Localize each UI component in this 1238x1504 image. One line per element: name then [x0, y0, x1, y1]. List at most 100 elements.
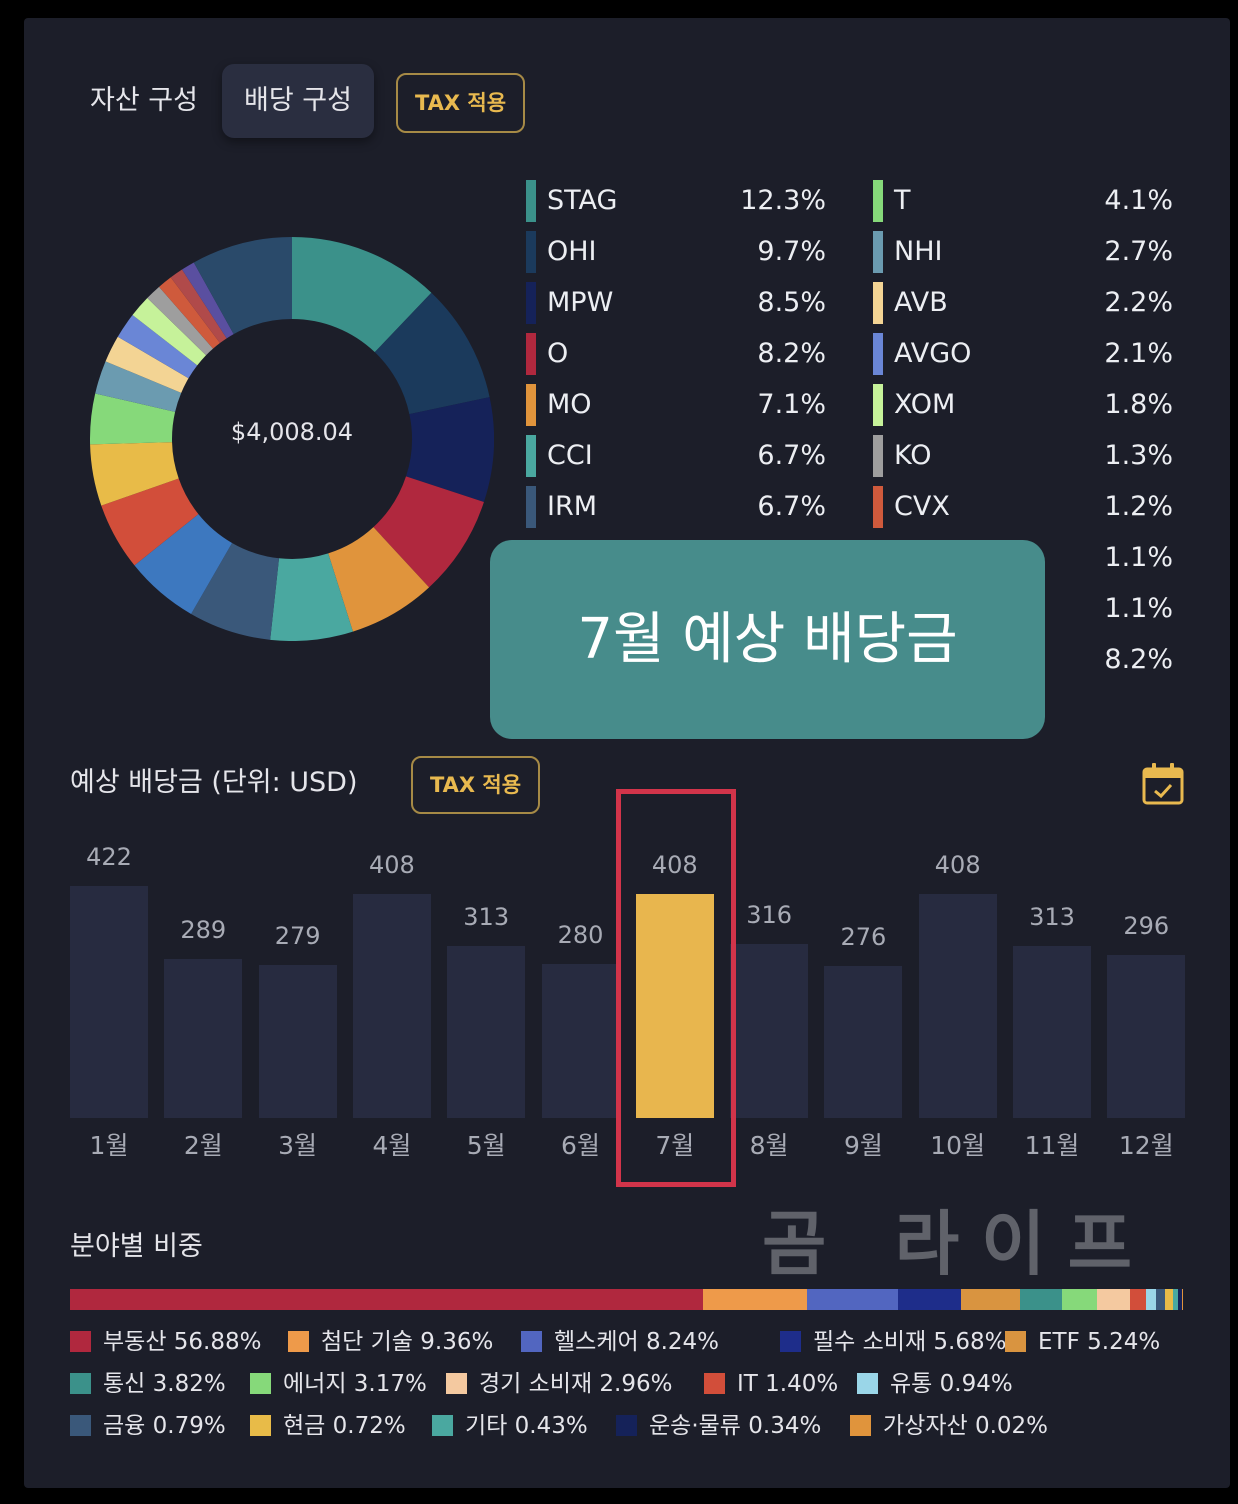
legend-percent: 2.2%	[1104, 287, 1173, 318]
bar-2월[interactable]	[164, 959, 243, 1118]
sector-color-swatch	[446, 1373, 467, 1394]
sector-segment	[1165, 1289, 1174, 1310]
month-label: 12월	[1118, 1131, 1174, 1160]
legend-color-swatch	[873, 384, 883, 426]
bar-12월[interactable]	[1107, 955, 1186, 1118]
donut-slice-mo[interactable]	[328, 527, 430, 632]
bar-value-label: 422	[86, 843, 132, 871]
donut-slice[interactable]	[101, 478, 199, 566]
bar-4월[interactable]	[352, 893, 431, 1118]
sector-segment	[1173, 1289, 1178, 1310]
legend-color-swatch	[526, 435, 536, 477]
legend-item-ko: KO 1.3%	[873, 435, 1173, 477]
bar-1월[interactable]	[70, 886, 148, 1118]
legend-percent: 8.2%	[757, 338, 826, 369]
legend-item-irm: IRM 6.7%	[526, 486, 826, 528]
sector-legend-label: 첨단 기술 9.36%	[321, 1329, 494, 1355]
highlight-box	[616, 789, 736, 1187]
sector-stacked-bar	[70, 1289, 1182, 1310]
sector-color-swatch	[521, 1331, 542, 1352]
bar-9월[interactable]	[824, 966, 903, 1118]
donut-slice-mpw[interactable]	[406, 397, 494, 503]
legend-color-swatch	[873, 435, 883, 477]
donut-slice-o[interactable]	[373, 476, 484, 588]
legend-color-swatch	[873, 180, 883, 222]
bar-8월[interactable]	[730, 944, 809, 1118]
legend-item-cvx: CVX 1.2%	[873, 486, 1173, 528]
donut-slice-avgo[interactable]	[117, 315, 198, 379]
donut-slice-avb[interactable]	[105, 336, 189, 393]
bar-11월[interactable]	[1013, 945, 1091, 1118]
legend-percent: 1.1%	[1104, 542, 1173, 573]
bar-value-label: 296	[1123, 912, 1170, 941]
sector-legend-label: 기타 0.43%	[465, 1413, 588, 1439]
sector-legend-label: 경기 소비재 2.96%	[479, 1371, 673, 1397]
calendar-icon[interactable]	[1142, 762, 1184, 806]
sector-color-swatch	[857, 1373, 878, 1394]
sector-segment	[1177, 1289, 1182, 1310]
sector-color-swatch	[780, 1331, 801, 1352]
tab-asset-composition[interactable]: 자산 구성	[90, 85, 198, 116]
sector-legend-label: 헬스케어 8.24%	[554, 1329, 720, 1355]
donut-slice-stag[interactable]	[292, 237, 432, 353]
legend-percent: 4.1%	[1104, 185, 1173, 216]
sector-segment	[1145, 1289, 1157, 1310]
bar-value-label: 313	[1029, 902, 1075, 931]
sector-legend-label: 에너지 3.17%	[283, 1371, 427, 1397]
sector-legend-label: 가상자산 0.02%	[883, 1413, 1049, 1439]
legend-ticker: IRM	[547, 491, 598, 522]
sector-legend-item: 가상자산 0.02%	[850, 1409, 1048, 1443]
donut-slice-nhi[interactable]	[95, 361, 182, 412]
month-label: 4월	[372, 1131, 412, 1160]
legend-percent: 1.3%	[1104, 440, 1173, 471]
bar-value-label: 408	[368, 850, 415, 879]
donut-slice[interactable]	[182, 262, 234, 339]
legend-ticker: AVB	[894, 287, 948, 318]
legend-item-nhi: NHI 2.7%	[873, 231, 1173, 273]
legend-item-ohi: OHI 9.7%	[526, 231, 826, 273]
sector-segment	[1062, 1289, 1098, 1310]
donut-slice[interactable]	[193, 237, 292, 335]
legend-color-swatch	[526, 333, 536, 375]
legend-ticker: AVGO	[894, 338, 972, 369]
donut-total-amount: $4,008.04	[230, 418, 354, 446]
legend-item-cci: CCI 6.7%	[526, 435, 826, 477]
sector-legend-label: 유통 0.94%	[890, 1371, 1013, 1397]
sector-legend-label: IT 1.40%	[737, 1371, 839, 1397]
legend-color-swatch	[526, 282, 536, 324]
sector-legend-label: 부동산 56.88%	[103, 1329, 262, 1355]
legend-percent: 1.1%	[1104, 593, 1173, 624]
bar-3월[interactable]	[258, 964, 337, 1118]
legend-ticker: O	[547, 338, 569, 369]
bar-value-label: 313	[463, 902, 510, 931]
month-label: 9월	[843, 1131, 883, 1160]
bar-7월[interactable]	[635, 893, 714, 1118]
donut-slice-irm[interactable]	[191, 542, 280, 640]
donut-slice[interactable]	[170, 269, 227, 344]
donut-slice[interactable]	[90, 442, 179, 506]
donut-slice-cci[interactable]	[270, 553, 353, 641]
legend-color-swatch	[526, 231, 536, 273]
sector-legend-item: 기타 0.43%	[432, 1409, 588, 1443]
sector-legend-item: ETF 5.24%	[1005, 1325, 1160, 1359]
sector-segment	[702, 1289, 807, 1310]
tab-dividend-composition[interactable]: 배당 구성	[222, 64, 374, 138]
donut-slice-t[interactable]	[90, 393, 176, 445]
tax-apply-button-chart[interactable]: TAX 적용	[411, 756, 540, 814]
tax-apply-button[interactable]: TAX 적용	[396, 73, 525, 133]
legend-ticker: KO	[894, 440, 932, 471]
donut-slice-ko[interactable]	[147, 286, 214, 356]
month-label: 3월	[278, 1131, 318, 1160]
legend-percent: 6.7%	[757, 440, 826, 471]
bar-10월[interactable]	[918, 893, 997, 1118]
bar-5월[interactable]	[447, 945, 526, 1118]
donut-slice-cvx[interactable]	[159, 277, 220, 349]
donut-slice[interactable]	[134, 514, 233, 614]
dividend-donut-chart	[90, 237, 494, 641]
donut-slice-xom[interactable]	[132, 298, 207, 366]
donut-slice-ohi[interactable]	[374, 292, 490, 415]
legend-item-o: O 8.2%	[526, 333, 826, 375]
month-label: 7월	[655, 1131, 695, 1160]
bar-6월[interactable]	[541, 964, 620, 1118]
sector-segment	[1019, 1289, 1063, 1310]
